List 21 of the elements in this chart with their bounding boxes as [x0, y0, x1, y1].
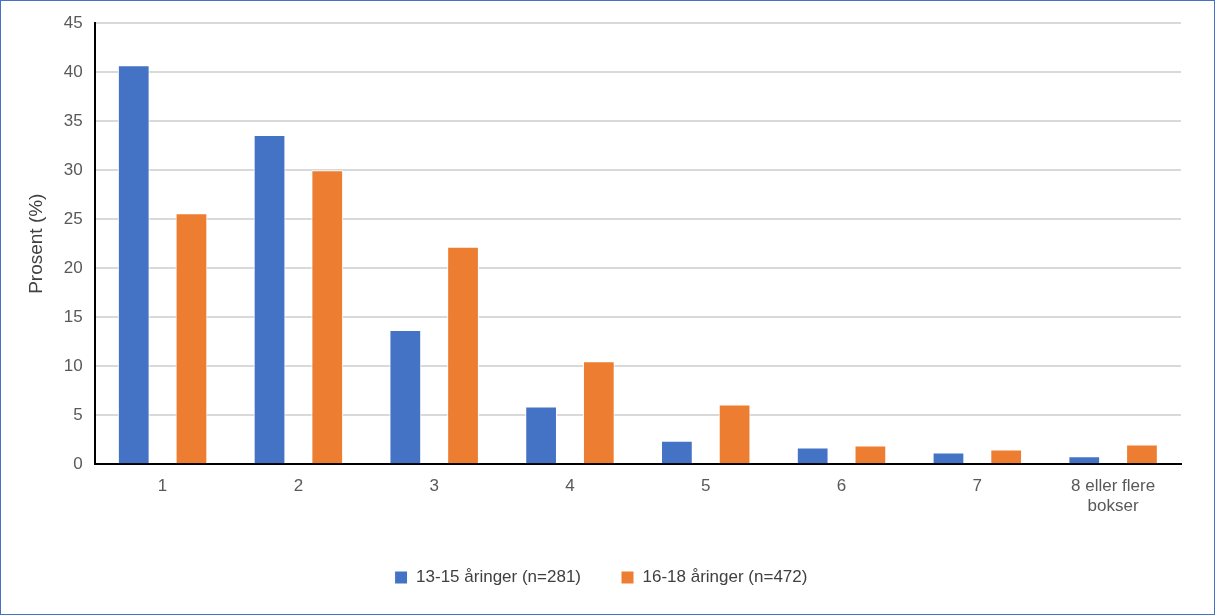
y-tick-label: 15: [63, 306, 83, 326]
x-tick-label: 8 eller flere bokser: [1071, 476, 1156, 516]
y-tick-label: 25: [63, 208, 83, 228]
x-tick-label: 3: [429, 476, 439, 496]
y-tick-label: 10: [63, 355, 83, 375]
x-tick-label: 2: [293, 476, 304, 496]
x-tick-label: 7: [972, 476, 983, 496]
y-tick-label: 35: [63, 110, 83, 130]
legend-label: 13-15 åringer (n=281): [416, 567, 582, 587]
legend-label: 16-18 åringer (n=472): [642, 567, 808, 587]
x-tick-label: 6: [836, 476, 847, 496]
y-tick-label: 20: [63, 257, 83, 277]
x-tick-label: 1: [157, 476, 168, 496]
x-tick-label: 4: [565, 476, 575, 496]
y-tick-label: 45: [63, 12, 83, 32]
y-tick-label: 30: [63, 159, 83, 179]
y-axis-title: Prosent (%): [24, 193, 46, 294]
x-tick-label: 5: [701, 476, 711, 496]
y-tick-label: 0: [73, 453, 83, 473]
y-tick-label: 40: [63, 61, 83, 81]
y-tick-label: 5: [73, 404, 83, 424]
